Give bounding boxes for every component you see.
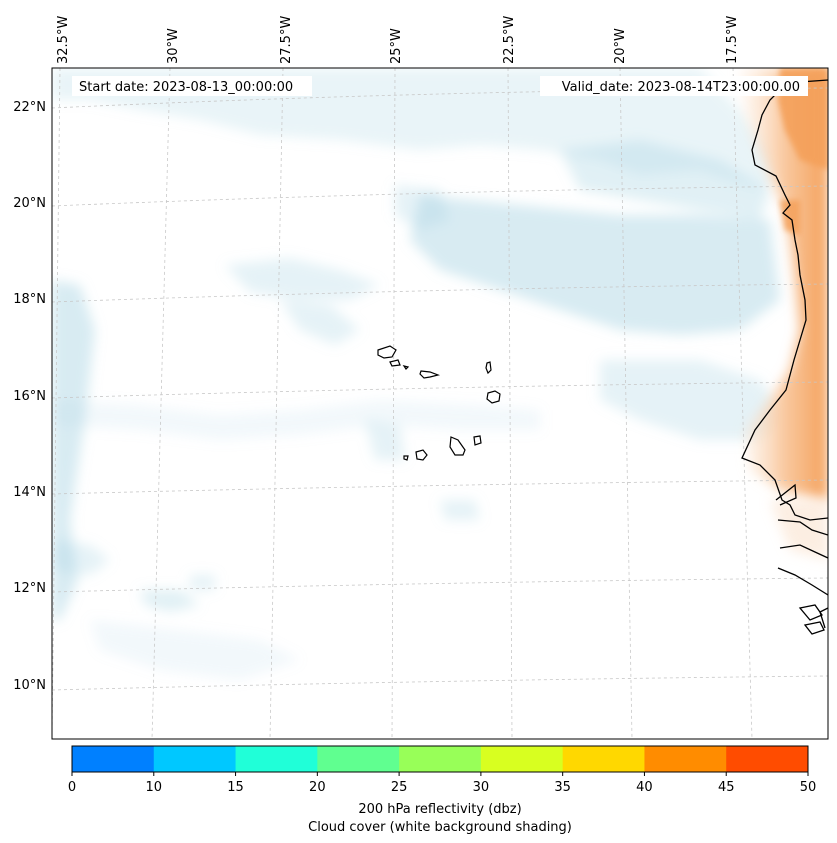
- lon-tick-label: 20°W: [613, 28, 628, 64]
- valid-date-box: [540, 76, 808, 96]
- cloud-cover-shading: [52, 68, 790, 680]
- colorbar-title: 200 hPa reflectivity (dbz): [358, 802, 521, 817]
- start-date-label: Start date: 2023-08-13_00:00:00: [79, 80, 293, 95]
- colorbar-segment: [153, 746, 237, 772]
- colorbar-segment: [480, 746, 564, 772]
- lat-tick-label: 18°N: [13, 292, 46, 307]
- colorbar-segment: [562, 746, 645, 772]
- latitude-tick-labels: 22°N 20°N 18°N 16°N 14°N 12°N 10°N: [13, 100, 46, 693]
- colorbar-segment: [726, 746, 809, 772]
- lon-tick-label: 32.5°W: [56, 16, 71, 64]
- colorbar-segment: [317, 746, 400, 772]
- colorbar-tick-label: 15: [227, 780, 244, 795]
- lon-tick-label: 17.5°W: [725, 16, 740, 64]
- colorbar-border: [71, 745, 809, 773]
- lon-tick-label: 27.5°W: [279, 16, 294, 64]
- longitude-tick-labels: 32.5°W 30°W 27.5°W 25°W 22.5°W 20°W 17.5…: [56, 16, 740, 64]
- colorbar-tick-label: 35: [554, 780, 571, 795]
- colorbar-segment: [72, 746, 155, 772]
- cape-verde-islands: [377, 345, 501, 461]
- lon-tick-label: 22.5°W: [502, 16, 517, 64]
- start-date-box: [72, 76, 312, 96]
- colorbar-tick-label: 30: [473, 780, 490, 795]
- lat-tick-label: 12°N: [13, 581, 46, 596]
- lat-tick-label: 16°N: [13, 389, 46, 404]
- colorbar-segment: [399, 746, 482, 772]
- colorbar-tick-label: 50: [800, 780, 817, 795]
- colorbar-subtitle: Cloud cover (white background shading): [308, 820, 572, 835]
- lat-tick-label: 20°N: [13, 196, 46, 211]
- colorbar-tick-label: 0: [68, 780, 76, 795]
- africa-coastline: [741, 79, 828, 635]
- colorbar-tick-label: 40: [636, 780, 653, 795]
- colorbar-tick-label: 10: [146, 780, 163, 795]
- map-frame: [51, 67, 829, 740]
- colorbar: 0 10 15 20 25 30 35 40 45 50: [68, 745, 817, 795]
- lon-tick-label: 25°W: [389, 28, 404, 64]
- colorbar-tick-label: 45: [718, 780, 735, 795]
- colorbar-segment: [235, 746, 318, 772]
- lat-tick-label: 14°N: [13, 485, 46, 500]
- lat-tick-label: 22°N: [13, 100, 46, 115]
- colorbar-segment: [644, 746, 727, 772]
- graticule: [52, 68, 828, 739]
- colorbar-tick-label: 25: [391, 780, 408, 795]
- lon-tick-label: 30°W: [166, 28, 181, 64]
- colorbar-tick-label: 20: [309, 780, 326, 795]
- lat-tick-label: 10°N: [13, 678, 46, 693]
- valid-date-label: Valid_date: 2023-08-14T23:00:00.00: [562, 80, 800, 95]
